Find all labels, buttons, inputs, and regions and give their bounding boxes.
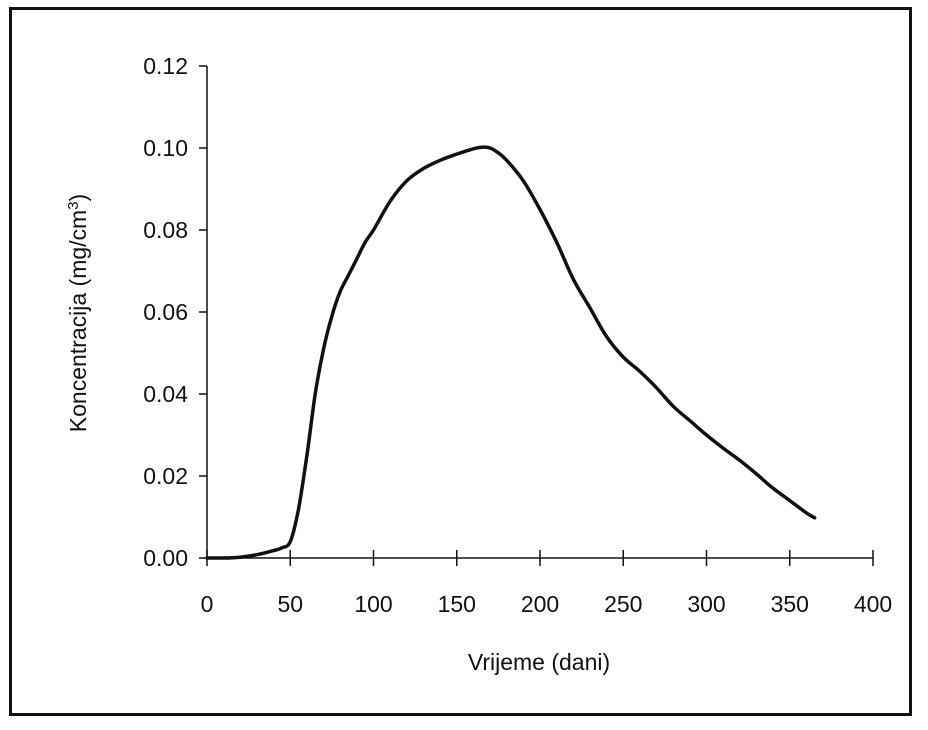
- y-tick-label: 0.10: [143, 135, 188, 161]
- x-tick-label: 50: [277, 591, 303, 617]
- y-axis-title: Koncentracija (mg/cm3): [65, 194, 91, 432]
- y-axis-title-main: Koncentracija (mg/cm: [65, 210, 91, 432]
- y-tick-label: 0.02: [143, 463, 188, 489]
- y-tick-label: 0.08: [143, 217, 188, 243]
- chart-frame: [9, 7, 912, 716]
- x-tick-label: 200: [521, 591, 559, 617]
- x-tick-label: 100: [354, 591, 392, 617]
- x-tick-label: 400: [854, 591, 892, 617]
- y-tick-label: 0.04: [143, 381, 188, 407]
- axes: [206, 66, 873, 559]
- series-group: [205, 145, 817, 560]
- y-tick-label: 0.06: [143, 299, 188, 325]
- y-tick-label: 0.00: [143, 545, 188, 571]
- ticks: 0 50 100 150 200 250 300 350 400 0.00 0.02 0.04 0.06…: [143, 53, 892, 617]
- y-tick-label: 0.12: [143, 53, 188, 79]
- x-tick-label: 300: [687, 591, 725, 617]
- x-tick-label: 250: [604, 591, 642, 617]
- x-tick-label: 350: [771, 591, 809, 617]
- x-axis-title: Vrijeme (dani): [468, 649, 610, 675]
- y-axis-title-close: ): [65, 194, 91, 202]
- x-tick-label: 150: [438, 591, 476, 617]
- x-tick-label: 0: [201, 591, 214, 617]
- series-line: [205, 145, 817, 560]
- y-axis-title-superscript: 3: [65, 201, 82, 209]
